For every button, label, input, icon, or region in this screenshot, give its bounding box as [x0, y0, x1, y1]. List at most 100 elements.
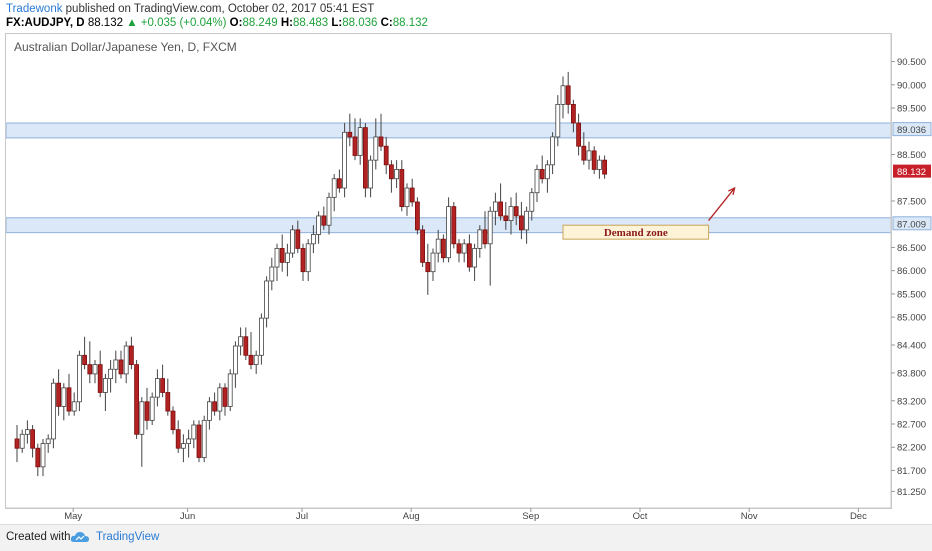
candle-body [40, 443, 46, 468]
candle-body [61, 387, 67, 407]
candle-body [19, 433, 25, 449]
price-change: ▲ +0.035 (+0.04%) [126, 17, 227, 29]
y-tick-label: 88.132 [897, 167, 926, 178]
candle-body [404, 187, 410, 208]
x-tick-label: Jul [296, 511, 308, 522]
chart-header: Tradewonk published on TradingView.com, … [0, 0, 932, 32]
current-price-tag [893, 164, 931, 178]
candle-body [284, 252, 290, 263]
candle-body [258, 317, 264, 356]
y-tick-label: 89.500 [897, 104, 926, 115]
candle-body [524, 210, 529, 231]
y-tick-label: 89.036 [897, 125, 926, 136]
candle-body [581, 145, 587, 161]
candle-body [487, 210, 493, 245]
up-arrow-head [728, 186, 736, 196]
close-value: 88.132 [392, 17, 428, 29]
candle-body [310, 234, 316, 245]
x-tick-label: Sep [522, 511, 539, 522]
candle-body [347, 131, 353, 138]
y-tick-label: 85.500 [897, 289, 926, 300]
candle-body [279, 248, 285, 263]
chart-area[interactable]: Australian Dollar/Japanese Yen, D, FXCM D… [5, 33, 892, 509]
candle-body [368, 159, 374, 189]
candle-body [108, 368, 113, 379]
candle-body [243, 336, 249, 356]
candle-body [165, 392, 171, 412]
y-tick-label: 84.400 [897, 341, 926, 352]
candle-body [269, 266, 275, 282]
symbol-label: FX:AUDJPY, D [6, 17, 85, 29]
candle-body [420, 229, 426, 263]
candle-body [144, 401, 150, 421]
candle-body [92, 364, 98, 375]
x-tick-label: Oct [633, 511, 648, 522]
candle-body [238, 336, 244, 347]
candle-body [201, 419, 207, 458]
candle-body [248, 354, 254, 366]
candle-body [97, 364, 103, 393]
candle-body [170, 410, 176, 431]
chart-title: Australian Dollar/Japanese Yen, D, FXCM [14, 40, 237, 54]
candle-body [51, 382, 56, 440]
candle-body [206, 401, 212, 421]
candle-body [87, 364, 93, 375]
low-value: 88.036 [342, 17, 378, 29]
footer: Created with TradingView [0, 524, 932, 551]
candle-body [456, 243, 462, 254]
y-tick-label: 87.500 [897, 196, 926, 207]
candle-body [331, 178, 337, 198]
tradingview-brand-link[interactable]: TradingView [96, 531, 160, 543]
candle-body [300, 248, 306, 273]
demand-zone-label: Demand zone [604, 227, 668, 239]
candle-body [591, 150, 597, 170]
open-label: O: [229, 17, 243, 29]
candle-body [352, 136, 358, 156]
candle-body [295, 229, 301, 249]
y-tick-label: 82.200 [897, 443, 926, 454]
author-link[interactable]: Tradewonk [6, 3, 63, 15]
y-tick-label: 81.250 [897, 487, 926, 498]
candle-body [373, 136, 379, 161]
candle-body [30, 429, 36, 449]
candle-body [232, 345, 238, 375]
candle-body [336, 178, 342, 189]
candle-body [378, 136, 384, 147]
candle-body [139, 401, 145, 435]
candle-body [316, 215, 322, 235]
published-text: published on TradingView.com, October 02… [62, 3, 375, 15]
candle-body [565, 85, 571, 105]
candle-body [77, 354, 82, 403]
y-tick-label: 81.700 [897, 466, 926, 477]
low-label: L: [331, 17, 343, 29]
candle-body [45, 438, 51, 444]
candle-body [14, 438, 20, 449]
candle-body [113, 359, 119, 370]
candle-body [160, 378, 166, 393]
high-label: H: [280, 17, 293, 29]
demand-zone-box [562, 224, 710, 240]
candle-body [534, 169, 540, 194]
y-tick-label: 86.500 [897, 243, 926, 254]
candle-body [154, 378, 160, 398]
candle-body [123, 345, 129, 375]
candle-body [196, 424, 202, 458]
candle-body [555, 104, 561, 138]
candle-body [508, 206, 514, 221]
candle-body [305, 243, 311, 273]
candle-body [326, 196, 332, 226]
y-tick-label: 87.009 [897, 219, 926, 230]
candle-body [264, 280, 270, 319]
candle-body [357, 127, 363, 156]
candle-body [217, 387, 223, 412]
candle-body [274, 248, 280, 268]
created-with-text: Created with [6, 531, 71, 543]
resistance-zone-0 [6, 122, 891, 139]
candle-body [451, 206, 457, 245]
candle-body [383, 145, 389, 166]
y-tick-label: 83.200 [897, 396, 926, 407]
candlestick-chart[interactable]: Australian Dollar/Japanese Yen, D, FXCM D… [6, 34, 891, 508]
y-tick-label: 86.000 [897, 266, 926, 277]
last-price: 88.132 [87, 17, 123, 29]
x-tick-label: Jun [180, 511, 195, 522]
